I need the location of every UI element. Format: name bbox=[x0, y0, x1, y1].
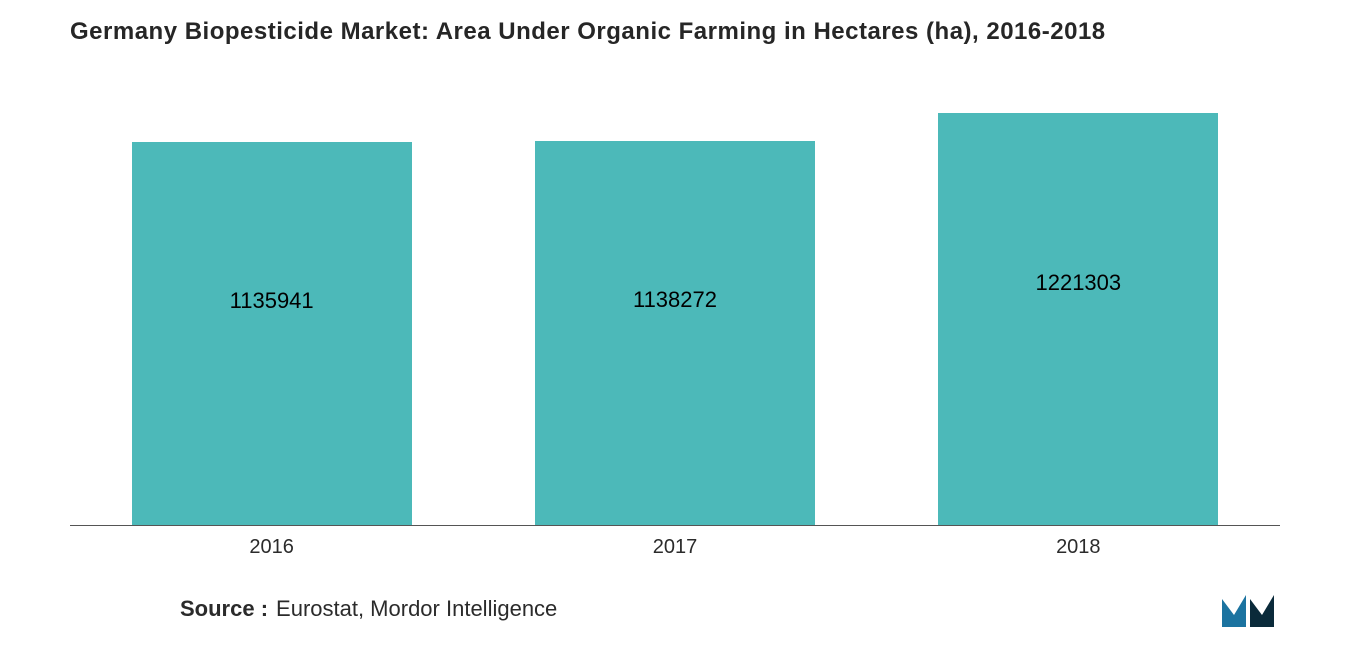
bar-2017: 1138272 bbox=[535, 141, 815, 526]
bar-group-2017: 1138272 bbox=[535, 141, 815, 526]
bar-value-2016: 1135941 bbox=[230, 288, 314, 314]
footer-row: Source : Eurostat, Mordor Intelligence bbox=[70, 589, 1296, 629]
bar-group-2018: 1221303 bbox=[938, 113, 1218, 526]
chart-title: Germany Biopesticide Market: Area Under … bbox=[70, 18, 1296, 46]
source-label: Source : bbox=[180, 596, 268, 622]
bar-2018: 1221303 bbox=[938, 113, 1218, 526]
x-axis-labels: 2016 2017 2018 bbox=[70, 536, 1280, 559]
bar-value-2017: 1138272 bbox=[633, 287, 717, 313]
category-2016: 2016 bbox=[132, 536, 412, 559]
plot-area: 1135941 1138272 1221303 bbox=[70, 86, 1280, 526]
source-citation: Source : Eurostat, Mordor Intelligence bbox=[180, 596, 557, 622]
chart-container: Germany Biopesticide Market: Area Under … bbox=[0, 0, 1366, 655]
bar-2016: 1135941 bbox=[132, 142, 412, 526]
bar-value-2018: 1221303 bbox=[1035, 270, 1121, 296]
bar-group-2016: 1135941 bbox=[132, 142, 412, 526]
mordor-logo-icon bbox=[1220, 589, 1276, 629]
x-axis-line bbox=[70, 525, 1280, 526]
source-text: Eurostat, Mordor Intelligence bbox=[276, 596, 557, 622]
bars-row: 1135941 1138272 1221303 bbox=[70, 86, 1280, 526]
category-2017: 2017 bbox=[535, 536, 815, 559]
category-2018: 2018 bbox=[938, 536, 1218, 559]
